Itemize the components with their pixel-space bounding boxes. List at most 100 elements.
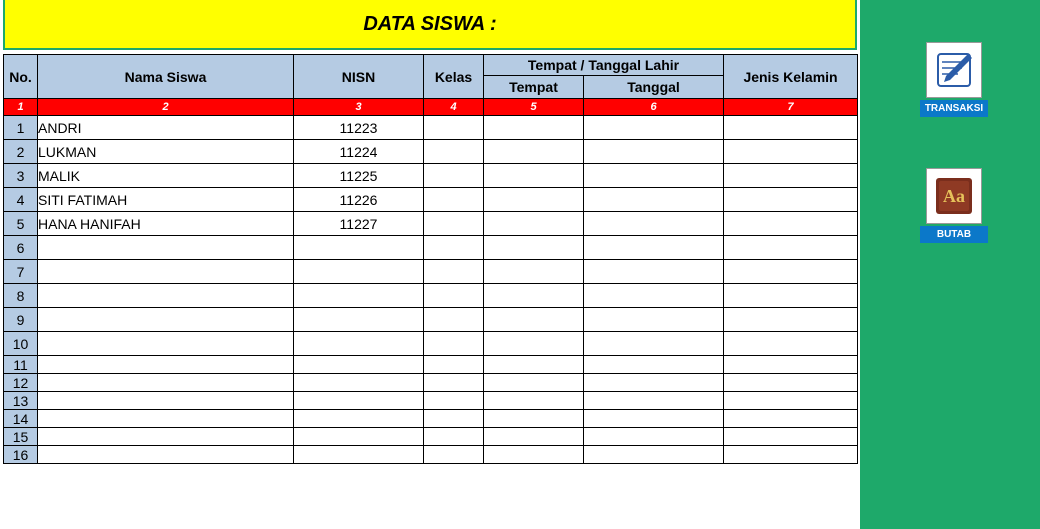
cell-jk[interactable] bbox=[724, 356, 858, 374]
table-row[interactable]: 10 bbox=[4, 332, 858, 356]
cell-kelas[interactable] bbox=[424, 140, 484, 164]
cell-jk[interactable] bbox=[724, 260, 858, 284]
cell-nisn[interactable] bbox=[294, 410, 424, 428]
cell-tempat[interactable] bbox=[484, 212, 584, 236]
cell-nisn[interactable] bbox=[294, 308, 424, 332]
cell-jk[interactable] bbox=[724, 428, 858, 446]
cell-nama[interactable]: LUKMAN bbox=[38, 140, 294, 164]
cell-kelas[interactable] bbox=[424, 212, 484, 236]
cell-tanggal[interactable] bbox=[584, 428, 724, 446]
cell-nama[interactable]: ANDRI bbox=[38, 116, 294, 140]
cell-nama[interactable] bbox=[38, 308, 294, 332]
table-row[interactable]: 8 bbox=[4, 284, 858, 308]
cell-nama[interactable] bbox=[38, 392, 294, 410]
cell-tanggal[interactable] bbox=[584, 308, 724, 332]
cell-kelas[interactable] bbox=[424, 446, 484, 464]
cell-tempat[interactable] bbox=[484, 116, 584, 140]
cell-kelas[interactable] bbox=[424, 392, 484, 410]
cell-tanggal[interactable] bbox=[584, 374, 724, 392]
cell-nisn[interactable] bbox=[294, 392, 424, 410]
cell-tanggal[interactable] bbox=[584, 236, 724, 260]
cell-nisn[interactable]: 11223 bbox=[294, 116, 424, 140]
cell-kelas[interactable] bbox=[424, 428, 484, 446]
cell-nama[interactable] bbox=[38, 284, 294, 308]
transaksi-button[interactable]: TRANSAKSI bbox=[920, 42, 988, 117]
cell-nisn[interactable] bbox=[294, 428, 424, 446]
cell-jk[interactable] bbox=[724, 140, 858, 164]
cell-tempat[interactable] bbox=[484, 164, 584, 188]
cell-tempat[interactable] bbox=[484, 446, 584, 464]
cell-kelas[interactable] bbox=[424, 164, 484, 188]
cell-jk[interactable] bbox=[724, 374, 858, 392]
cell-nama[interactable]: MALIK bbox=[38, 164, 294, 188]
cell-kelas[interactable] bbox=[424, 236, 484, 260]
cell-nisn[interactable] bbox=[294, 236, 424, 260]
cell-jk[interactable] bbox=[724, 332, 858, 356]
cell-jk[interactable] bbox=[724, 410, 858, 428]
cell-tanggal[interactable] bbox=[584, 212, 724, 236]
cell-nisn[interactable] bbox=[294, 260, 424, 284]
cell-tanggal[interactable] bbox=[584, 260, 724, 284]
cell-tempat[interactable] bbox=[484, 308, 584, 332]
table-row[interactable]: 3MALIK11225 bbox=[4, 164, 858, 188]
table-row[interactable]: 7 bbox=[4, 260, 858, 284]
cell-nama[interactable] bbox=[38, 236, 294, 260]
cell-jk[interactable] bbox=[724, 284, 858, 308]
cell-nama[interactable] bbox=[38, 332, 294, 356]
table-row[interactable]: 4SITI FATIMAH11226 bbox=[4, 188, 858, 212]
table-row[interactable]: 6 bbox=[4, 236, 858, 260]
cell-kelas[interactable] bbox=[424, 116, 484, 140]
cell-tempat[interactable] bbox=[484, 356, 584, 374]
cell-tanggal[interactable] bbox=[584, 392, 724, 410]
cell-nisn[interactable] bbox=[294, 446, 424, 464]
cell-nama[interactable]: SITI FATIMAH bbox=[38, 188, 294, 212]
table-row[interactable]: 9 bbox=[4, 308, 858, 332]
cell-jk[interactable] bbox=[724, 308, 858, 332]
cell-tempat[interactable] bbox=[484, 410, 584, 428]
cell-tempat[interactable] bbox=[484, 260, 584, 284]
cell-jk[interactable] bbox=[724, 116, 858, 140]
cell-kelas[interactable] bbox=[424, 374, 484, 392]
cell-nisn[interactable] bbox=[294, 356, 424, 374]
table-row[interactable]: 14 bbox=[4, 410, 858, 428]
cell-tempat[interactable] bbox=[484, 188, 584, 212]
cell-kelas[interactable] bbox=[424, 308, 484, 332]
cell-tempat[interactable] bbox=[484, 332, 584, 356]
table-row[interactable]: 11 bbox=[4, 356, 858, 374]
cell-tanggal[interactable] bbox=[584, 116, 724, 140]
table-row[interactable]: 15 bbox=[4, 428, 858, 446]
cell-tempat[interactable] bbox=[484, 428, 584, 446]
cell-nama[interactable] bbox=[38, 356, 294, 374]
cell-kelas[interactable] bbox=[424, 356, 484, 374]
table-row[interactable]: 1ANDRI11223 bbox=[4, 116, 858, 140]
cell-tempat[interactable] bbox=[484, 374, 584, 392]
cell-nama[interactable]: HANA HANIFAH bbox=[38, 212, 294, 236]
table-row[interactable]: 12 bbox=[4, 374, 858, 392]
cell-tempat[interactable] bbox=[484, 140, 584, 164]
cell-tempat[interactable] bbox=[484, 392, 584, 410]
cell-tempat[interactable] bbox=[484, 236, 584, 260]
cell-jk[interactable] bbox=[724, 446, 858, 464]
cell-kelas[interactable] bbox=[424, 410, 484, 428]
cell-nama[interactable] bbox=[38, 374, 294, 392]
cell-jk[interactable] bbox=[724, 236, 858, 260]
cell-tanggal[interactable] bbox=[584, 446, 724, 464]
cell-tanggal[interactable] bbox=[584, 356, 724, 374]
cell-tanggal[interactable] bbox=[584, 140, 724, 164]
cell-nisn[interactable] bbox=[294, 374, 424, 392]
table-row[interactable]: 13 bbox=[4, 392, 858, 410]
cell-tanggal[interactable] bbox=[584, 164, 724, 188]
table-row[interactable]: 2LUKMAN11224 bbox=[4, 140, 858, 164]
cell-tanggal[interactable] bbox=[584, 332, 724, 356]
cell-nisn[interactable]: 11226 bbox=[294, 188, 424, 212]
table-row[interactable]: 5HANA HANIFAH11227 bbox=[4, 212, 858, 236]
cell-tanggal[interactable] bbox=[584, 284, 724, 308]
cell-nama[interactable] bbox=[38, 446, 294, 464]
cell-nama[interactable] bbox=[38, 260, 294, 284]
cell-jk[interactable] bbox=[724, 164, 858, 188]
cell-nisn[interactable] bbox=[294, 284, 424, 308]
cell-jk[interactable] bbox=[724, 392, 858, 410]
cell-nisn[interactable]: 11224 bbox=[294, 140, 424, 164]
cell-jk[interactable] bbox=[724, 188, 858, 212]
cell-tanggal[interactable] bbox=[584, 410, 724, 428]
